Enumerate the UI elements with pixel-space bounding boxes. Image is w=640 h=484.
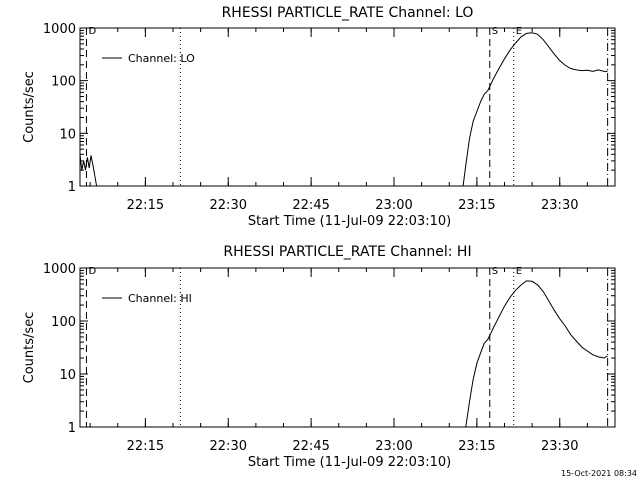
x-tick-label: 23:00 xyxy=(375,198,412,213)
series-line xyxy=(79,154,98,187)
chart-panel-1: RHESSI PARTICLE_RATE Channel: HI 1 10 100 10… xyxy=(22,244,616,470)
legend-label: Channel: LO xyxy=(128,52,195,65)
chart-panel-0: RHESSI PARTICLE_RATE Channel: LO 1 10 100 10… xyxy=(22,5,616,229)
chart-title: RHESSI PARTICLE_RATE Channel: LO xyxy=(222,5,474,21)
x-tick-label: 23:30 xyxy=(541,439,578,454)
x-tick-label: 23:30 xyxy=(541,198,578,213)
series-line xyxy=(465,280,608,428)
chart-title: RHESSI PARTICLE_RATE Channel: HI xyxy=(223,244,471,260)
x-tick-label: 22:15 xyxy=(127,439,164,454)
y-tick-label: 100 xyxy=(51,315,76,330)
x-tick-label: 22:30 xyxy=(210,439,247,454)
plot-frame xyxy=(79,27,616,187)
y-tick-label: 1 xyxy=(68,421,76,436)
x-tick-label: 22:45 xyxy=(292,198,329,213)
x-tick-label: 23:15 xyxy=(458,198,495,213)
y-tick-label: 1 xyxy=(68,180,76,195)
series-line xyxy=(462,32,608,187)
y-axis-label: Counts/sec xyxy=(22,312,37,384)
x-axis-label: Start Time (11-Jul-09 22:03:10) xyxy=(248,455,451,470)
y-tick-label: 10 xyxy=(59,368,76,383)
event-marker-label: S xyxy=(492,266,498,277)
y-tick-label: 10 xyxy=(59,127,76,142)
y-tick-label: 1000 xyxy=(43,262,76,277)
y-tick-label: 100 xyxy=(51,75,76,90)
x-tick-label: 23:00 xyxy=(375,439,412,454)
x-tick-label: 22:30 xyxy=(210,198,247,213)
footer-timestamp: 15-Oct-2021 08:34 xyxy=(561,469,637,478)
x-tick-label: 22:15 xyxy=(127,198,164,213)
event-marker-label: D xyxy=(88,266,96,277)
event-marker-label: E xyxy=(516,26,522,37)
y-axis-label: Counts/sec xyxy=(22,71,37,143)
x-axis-label: Start Time (11-Jul-09 22:03:10) xyxy=(248,214,451,229)
plot-frame xyxy=(79,267,616,428)
event-marker-label: S xyxy=(492,26,498,37)
legend-label: Channel: HI xyxy=(128,292,192,305)
x-tick-label: 23:15 xyxy=(458,439,495,454)
event-marker-label: D xyxy=(88,26,96,37)
event-marker-label: E xyxy=(516,266,522,277)
y-tick-label: 1000 xyxy=(43,22,76,37)
x-tick-label: 22:45 xyxy=(292,439,329,454)
